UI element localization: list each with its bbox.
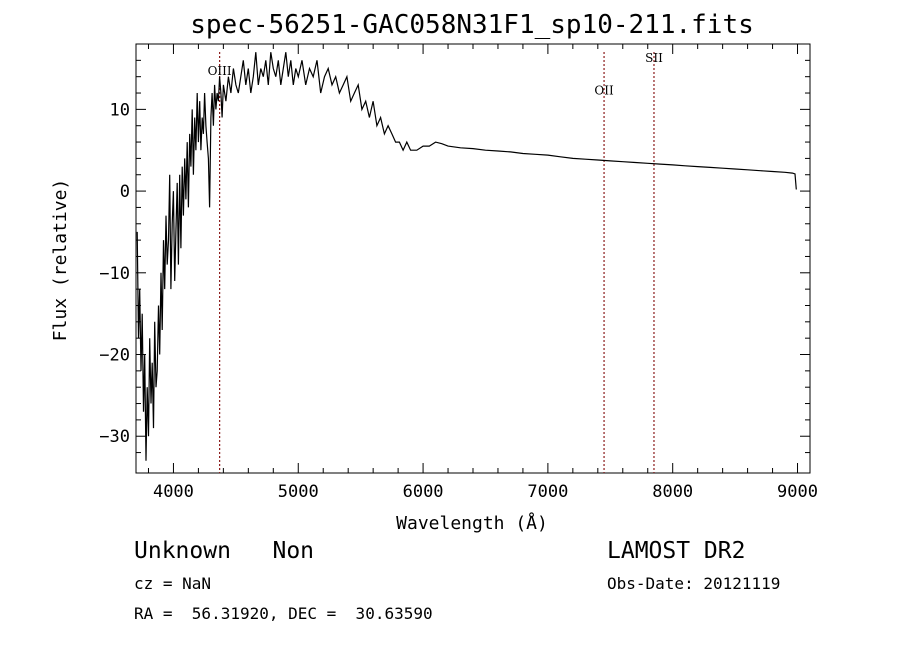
chart-title: spec-56251-GAC058N31F1_sp10-211.fits <box>190 10 754 40</box>
x-tick-label: 4000 <box>153 482 194 502</box>
spectral-line-markers: OIII OII SII <box>208 51 663 473</box>
coordinates-text: RA = 56.31920, DEC = 30.63590 <box>134 604 433 623</box>
y-tick-label: −20 <box>99 346 130 366</box>
x-tick-label: 5000 <box>278 482 319 502</box>
x-tick-label: 8000 <box>652 482 693 502</box>
classification-text: Unknown Non <box>134 538 315 564</box>
axis-ticks <box>136 44 810 473</box>
redshift-text: cz = NaN <box>134 574 212 593</box>
axis-tick-labels: 4000 5000 6000 7000 8000 9000 −30 −20 −10 0 10 <box>99 100 818 502</box>
spectral-line-label: SII <box>645 51 663 65</box>
x-tick-label: 7000 <box>527 482 568 502</box>
obs-date-text: Obs-Date: 20121119 <box>607 574 781 593</box>
x-tick-label: 9000 <box>777 482 818 502</box>
spectrum-series-line <box>136 52 797 461</box>
y-axis-label: Flux (relative) <box>50 179 71 342</box>
y-tick-label: −30 <box>99 427 130 447</box>
y-tick-label: 10 <box>110 100 130 120</box>
x-axis-label: Wavelength (Å) <box>396 512 548 534</box>
spectral-line-label: OIII <box>208 64 232 78</box>
y-tick-label: 0 <box>120 182 130 202</box>
spectral-line-label: OII <box>594 84 614 98</box>
x-tick-label: 6000 <box>403 482 444 502</box>
plot-frame <box>135 43 811 474</box>
survey-label: LAMOST DR2 <box>607 538 746 564</box>
y-tick-label: −10 <box>99 264 130 284</box>
